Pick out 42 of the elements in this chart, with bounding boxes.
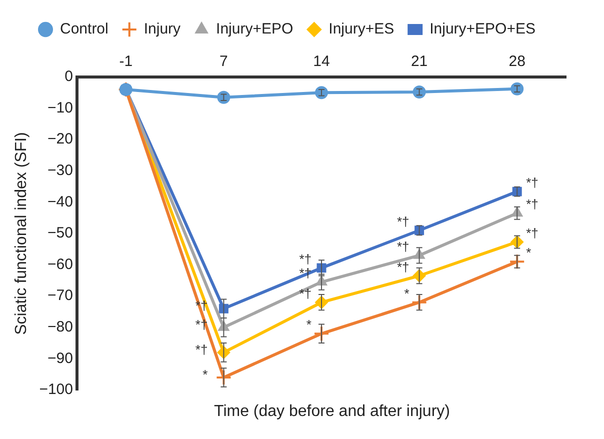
point — [314, 86, 328, 100]
legend-label: Injury+EPO+ES — [430, 20, 536, 38]
annotation: *† — [195, 342, 208, 358]
legend-label: Injury+ES — [328, 20, 394, 38]
legend-label: Control — [60, 20, 108, 38]
annotation: * — [404, 286, 410, 301]
y-tick-label: −80 — [48, 318, 73, 336]
annotation: * — [526, 245, 532, 260]
x-tick-label: 14 — [313, 53, 330, 70]
annotation: *† — [526, 226, 538, 241]
x-tick-label: 28 — [508, 53, 526, 70]
y-tick-label: −70 — [48, 287, 73, 304]
annotation: *† — [526, 196, 538, 212]
annotation: *† — [397, 214, 410, 229]
y-axis-title: Sciatic functional index (SFI) — [13, 132, 30, 335]
point — [412, 86, 426, 99]
y-tick-label: 0 — [64, 68, 73, 86]
y-tick-label: −20 — [48, 130, 73, 148]
x-tick-label: -1 — [119, 53, 133, 70]
x-tick-label: 21 — [410, 53, 428, 70]
y-tick-label: −30 — [48, 162, 73, 180]
legend-label: Injury — [144, 20, 182, 38]
y-tick-label: −100 — [39, 381, 73, 398]
x-axis-title: Time (day before and after injury) — [213, 403, 451, 421]
y-tick-label: −60 — [48, 256, 73, 273]
x-tick-label: 7 — [220, 53, 228, 70]
annotation: *† — [397, 259, 410, 274]
annotation: * — [306, 317, 312, 332]
y-tick-label: −90 — [48, 350, 73, 367]
annotation: * — [202, 367, 208, 382]
annotation: *† — [526, 175, 538, 190]
y-tick-label: −10 — [48, 99, 73, 116]
point — [313, 326, 330, 342]
point — [217, 90, 230, 104]
annotation: *† — [397, 238, 410, 254]
y-tick-label: −50 — [48, 224, 73, 242]
point — [510, 82, 524, 96]
legend-label: Injury+EPO — [216, 20, 294, 38]
y-tick-label: −40 — [48, 193, 73, 210]
annotation: *† — [299, 286, 312, 301]
point — [216, 369, 232, 386]
annotation: *† — [299, 252, 312, 267]
